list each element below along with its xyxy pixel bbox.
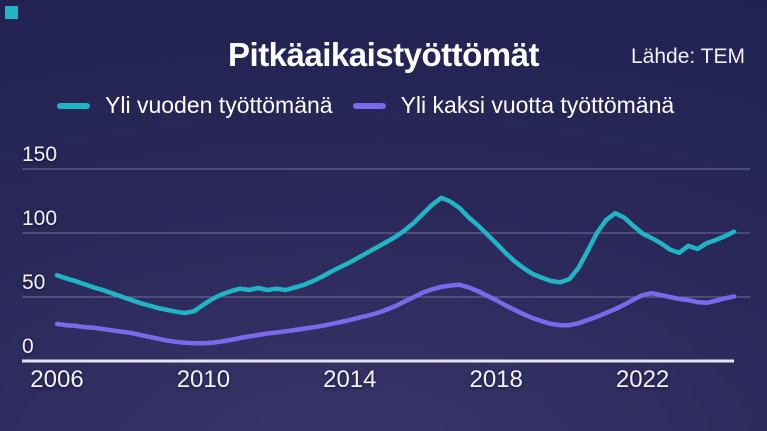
legend-label: Yli vuoden työttömänä: [105, 92, 333, 118]
page-title: Pitkäaikaistyöttömät: [228, 36, 539, 73]
x-tick-label-2018: 2018: [469, 366, 523, 393]
x-tick-label-2014: 2014: [323, 366, 377, 393]
teal-line-swatch-icon: [57, 102, 90, 109]
x-tick-label-2010: 2010: [176, 366, 231, 393]
legend-item-over-two-years: Yli kaksi vuotta työttömänä: [352, 92, 675, 119]
source-label: Lähde: TEM: [630, 45, 745, 68]
legend-item-over-one-year: Yli vuoden työttömänä: [57, 92, 333, 119]
y-tick-label-0: 0: [22, 335, 34, 358]
series-line-0: [54, 195, 737, 316]
legend: Yli vuoden työttömänä Yli kaksi vuotta t…: [57, 92, 674, 119]
x-tick-label-2022: 2022: [615, 366, 670, 393]
y-tick-label-100: 100: [22, 207, 58, 230]
x-tick-label-2006: 2006: [30, 366, 84, 393]
purple-line-swatch-icon: [352, 102, 386, 109]
yle-logo-square: [5, 6, 18, 19]
series-line-1: [54, 282, 737, 346]
legend-label: Yli kaksi vuotta työttömänä: [400, 92, 675, 118]
y-tick-label-50: 50: [22, 271, 46, 294]
y-tick-label-150: 150: [22, 143, 58, 166]
